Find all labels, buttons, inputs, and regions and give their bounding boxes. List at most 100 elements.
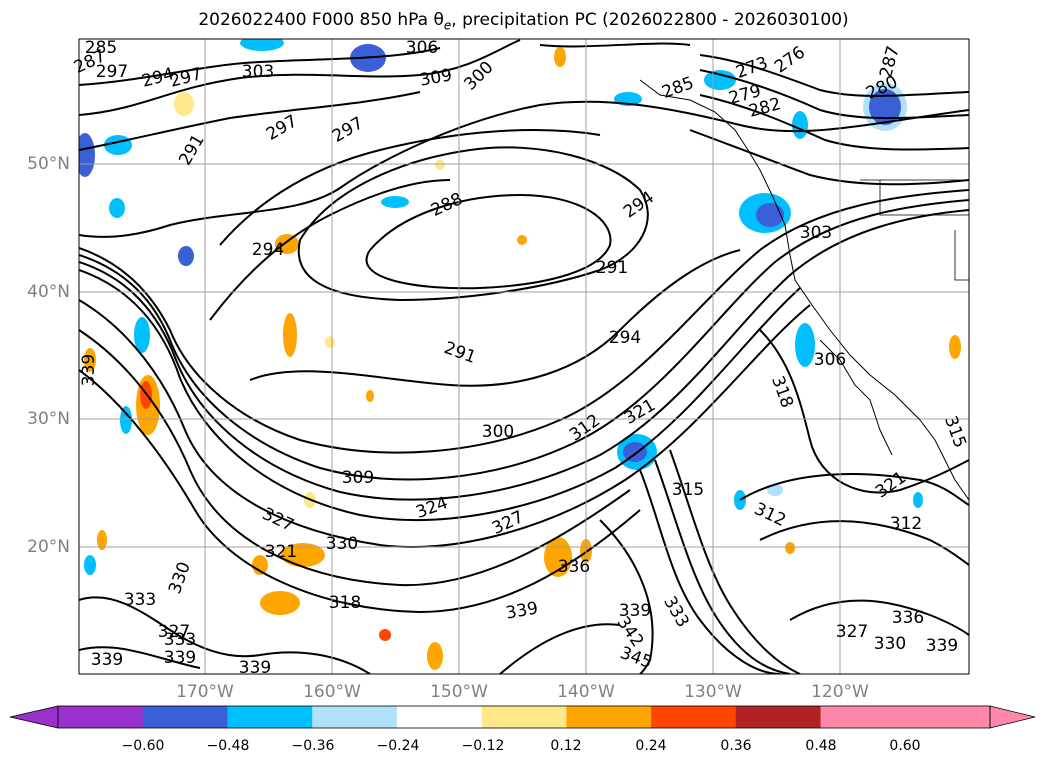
shade-blob xyxy=(869,89,901,125)
contour-label: 303 xyxy=(800,223,832,243)
lat-label-20n: 20°N xyxy=(27,537,70,557)
contour-line xyxy=(699,69,969,120)
colorbar-segment xyxy=(396,706,483,728)
contour-line xyxy=(79,100,969,238)
contour-line xyxy=(759,329,969,494)
contour-line xyxy=(699,54,969,97)
shade-blob xyxy=(240,39,284,51)
contour-label: 303 xyxy=(242,62,274,82)
colorbar-segment xyxy=(820,706,906,728)
shade-blob xyxy=(435,160,445,170)
colorbar-tick: −0.36 xyxy=(291,738,335,754)
contour-line xyxy=(249,249,741,387)
contour-line xyxy=(739,473,969,506)
colorbar-segment xyxy=(735,706,822,728)
shade-blob xyxy=(767,484,783,496)
contour-label: 330 xyxy=(874,634,906,654)
colorbar-extend-min xyxy=(9,705,59,729)
contour-label: 306 xyxy=(406,38,438,58)
shade-blob xyxy=(260,591,300,615)
shade-blob xyxy=(283,313,297,357)
lat-label-40n: 40°N xyxy=(27,282,70,302)
shade-blob xyxy=(109,198,125,218)
contour-label: 333 xyxy=(124,590,156,610)
contour-label: 339 xyxy=(239,658,271,678)
shade-blob xyxy=(756,203,784,227)
lon-label-170w: 170°W xyxy=(176,682,234,702)
shade-blob xyxy=(84,348,96,372)
contour-line xyxy=(669,449,801,674)
lat-label-50n: 50°N xyxy=(27,154,70,174)
contour-line xyxy=(689,129,969,186)
contour-line xyxy=(219,129,601,246)
baja-coastline xyxy=(819,339,893,456)
colorbar xyxy=(9,705,1036,729)
contour-line xyxy=(789,599,969,636)
shade-blob xyxy=(79,133,95,177)
contour-line xyxy=(79,209,969,501)
shade-blob xyxy=(379,629,391,641)
shade-blob xyxy=(178,246,194,266)
coastline xyxy=(639,79,969,501)
contour-line xyxy=(79,91,421,151)
lon-label-140w: 140°W xyxy=(557,682,615,702)
contour-label: 306 xyxy=(814,350,846,370)
colorbar-tick: −0.12 xyxy=(461,738,505,754)
shade-blob xyxy=(517,235,527,245)
contour-label: 297 xyxy=(96,62,128,82)
contour-line xyxy=(79,199,969,481)
contour-line xyxy=(79,39,521,116)
colorbar-tick: 0.24 xyxy=(635,738,667,754)
contour-label: 339 xyxy=(91,650,123,670)
map-title: 2026022400 F000 850 hPa θe, precipitatio… xyxy=(198,10,849,33)
colorbar-segment xyxy=(312,706,398,728)
contour-label: 315 xyxy=(672,480,704,500)
contour-label: 339 xyxy=(926,636,958,656)
shade-blob xyxy=(623,442,647,462)
contour-label: 339 xyxy=(164,648,196,668)
contour-line xyxy=(79,646,201,669)
shade-blob xyxy=(949,335,961,359)
contour-label: 312 xyxy=(890,514,922,534)
shade-blob xyxy=(120,406,132,434)
colorbar-tick: −0.60 xyxy=(121,738,165,754)
theta-e-contours xyxy=(79,39,969,674)
colorbar-tick: 0.36 xyxy=(720,738,752,754)
shade-blob xyxy=(913,492,923,508)
lat-label-30n: 30°N xyxy=(27,409,70,429)
graticule xyxy=(79,39,969,674)
colorbar-frame xyxy=(57,705,991,729)
colorbar-tick: 0.60 xyxy=(889,738,921,754)
lon-label-160w: 160°W xyxy=(303,682,361,702)
shade-blob xyxy=(275,234,299,254)
contour-label: 339 xyxy=(79,354,99,386)
shade-blob xyxy=(366,390,374,402)
contour-line xyxy=(365,193,612,290)
colorbar-segment xyxy=(566,706,652,728)
contour-label: 321 xyxy=(265,542,297,562)
contour-line xyxy=(79,369,641,614)
contour-line xyxy=(639,469,781,674)
lon-label-120w: 120°W xyxy=(811,682,869,702)
contour-label: 339 xyxy=(619,601,651,621)
shade-blob xyxy=(792,111,808,139)
contour-label: 300 xyxy=(482,422,514,442)
shade-blob xyxy=(134,317,150,353)
contour-label: 291 xyxy=(596,258,628,278)
state-borders xyxy=(860,179,969,281)
shade-blob xyxy=(174,92,194,116)
map-frame xyxy=(78,38,970,675)
shade-blob xyxy=(785,542,795,554)
shade-blob xyxy=(704,70,736,90)
colorbar-segment xyxy=(905,706,991,728)
contour-label: 318 xyxy=(329,593,361,613)
colorbar-tick: 0.12 xyxy=(550,738,582,754)
shade-blob xyxy=(252,555,268,575)
contour-label: 327 xyxy=(158,622,190,642)
contour-line xyxy=(654,459,791,674)
contour-label: 309 xyxy=(342,468,374,488)
contour-line xyxy=(759,520,969,566)
contour-line xyxy=(79,47,441,86)
